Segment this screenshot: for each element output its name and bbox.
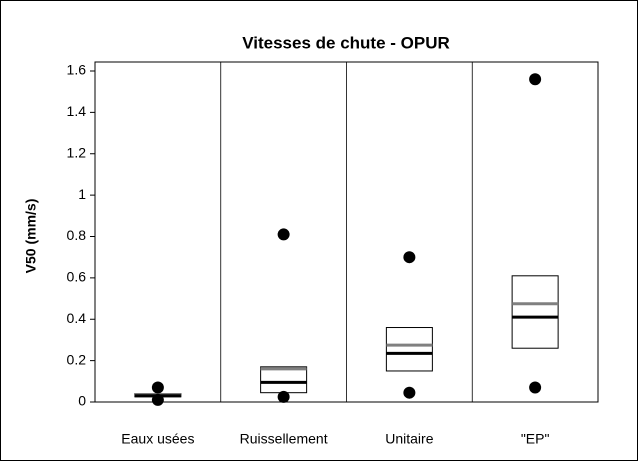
min-point: [403, 386, 416, 399]
box: [385, 327, 433, 372]
y-tick-label: 1.4: [67, 103, 87, 119]
y-tick-label: 0.6: [67, 269, 87, 285]
y-tick-label: 1.6: [67, 62, 87, 78]
y-tick-label: 0.4: [67, 310, 87, 326]
x-tick-label: Eaux usées: [121, 431, 194, 447]
max-point: [151, 381, 164, 394]
y-tick-label: 0.2: [67, 351, 87, 367]
min-point: [529, 381, 542, 394]
y-tick-label: 0.8: [67, 227, 87, 243]
max-point: [403, 251, 416, 264]
min-point: [277, 390, 290, 403]
y-tick-label: 1: [78, 186, 86, 202]
box: [511, 275, 559, 349]
max-point: [277, 228, 290, 241]
y-tick-label: 1.2: [67, 144, 87, 160]
y-axis-label: V50 (mm/s): [23, 199, 39, 274]
min-point: [151, 393, 164, 406]
max-point: [529, 73, 542, 86]
y-tick-label: 0: [78, 393, 86, 409]
x-tick-label: "EP": [521, 431, 550, 447]
x-tick-label: Ruissellement: [240, 431, 328, 447]
chart-title: Vitesses de chute - OPUR: [242, 33, 450, 52]
x-tick-label: Unitaire: [385, 431, 433, 447]
